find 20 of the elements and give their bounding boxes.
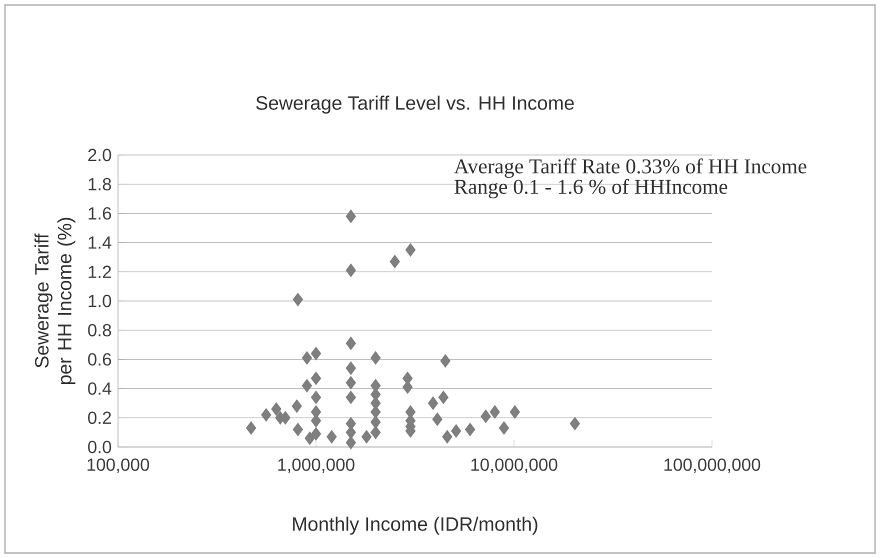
y-tick-label: 0.8 — [88, 324, 112, 336]
y-tick-label: 1.8 — [88, 178, 112, 190]
annotation: Range 0.1 - 1.6 % of HHIncome — [454, 178, 728, 198]
x-tick-label: 10,000,000 — [471, 458, 558, 474]
x-tick-label: 1,000,000 — [278, 458, 354, 474]
x-axis-title: Monthly Income (IDR/month) — [293, 516, 538, 535]
y-tick-label: 1.0 — [88, 294, 112, 308]
y-tick-label: 2.0 — [88, 148, 112, 162]
x-tick-label: 100,000 — [88, 458, 150, 474]
y-tick-label: 0.0 — [88, 440, 112, 454]
x-tick-label: 100,000,000 — [664, 458, 760, 474]
y-tick-label: 0.6 — [88, 353, 112, 366]
y-tick-label: 0.2 — [88, 412, 111, 424]
y-axis-title: Sewerage Tariff per HH Income (%) — [34, 218, 76, 384]
y-tick-label: 1.2 — [88, 266, 111, 278]
y-tick-label: 1.6 — [88, 207, 112, 220]
y-tick-label: 0.4 — [88, 382, 112, 395]
y-tick-label: 1.4 — [88, 236, 112, 249]
annotation: Average Tariff Rate 0.33% of HH Income — [454, 158, 806, 178]
chart-title: Sewerage Tariff Level vs. HH Income — [256, 96, 574, 114]
